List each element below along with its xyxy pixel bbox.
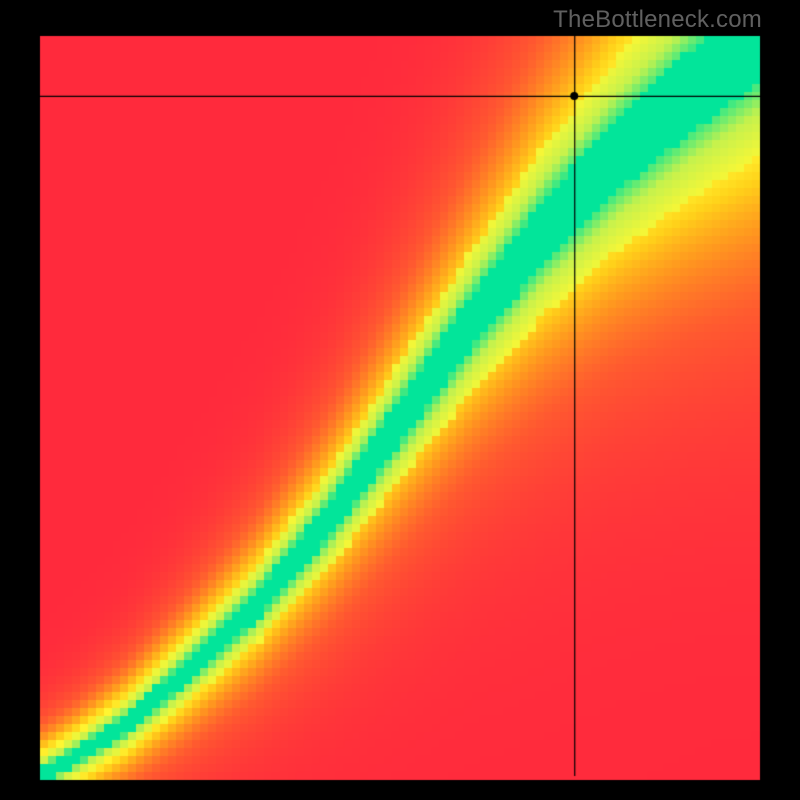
watermark-text: TheBottleneck.com <box>553 6 762 34</box>
bottleneck-heatmap <box>0 0 800 800</box>
